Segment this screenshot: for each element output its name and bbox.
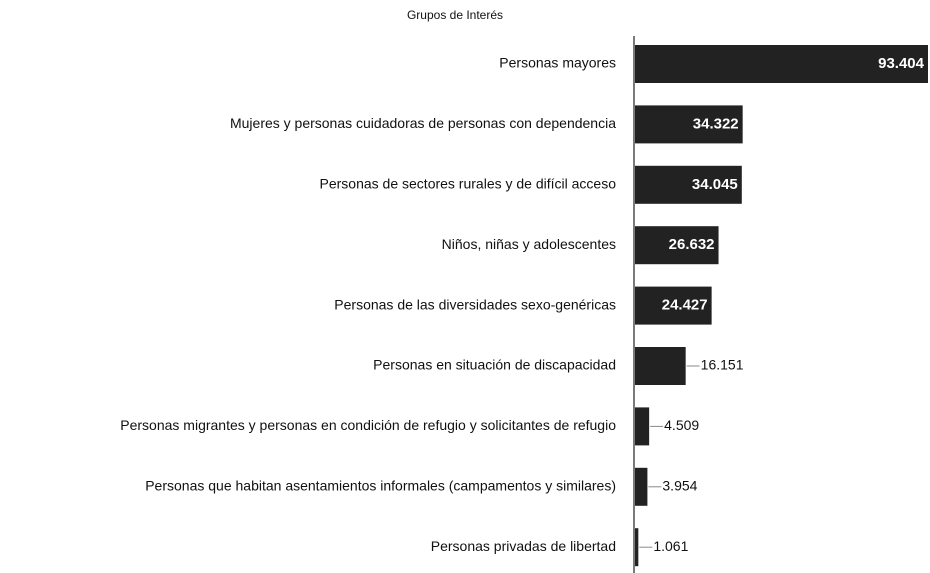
value-label: 1.061 xyxy=(653,538,688,554)
bar xyxy=(635,347,686,385)
value-label: 34.322 xyxy=(693,115,739,132)
category-label: Mujeres y personas cuidadoras de persona… xyxy=(230,115,616,131)
category-label: Personas mayores xyxy=(499,55,616,71)
value-label: 34.045 xyxy=(692,176,738,193)
bar xyxy=(635,286,712,325)
category-label: Personas de sectores rurales y de difíci… xyxy=(320,176,617,192)
bar xyxy=(635,467,648,506)
category-label: Personas de las diversidades sexo-genéri… xyxy=(334,296,616,312)
bar xyxy=(635,528,639,567)
value-label: 3.954 xyxy=(662,478,697,494)
value-label: 4.509 xyxy=(664,417,699,433)
bar xyxy=(635,226,719,265)
category-label: Personas que habitan asentamientos infor… xyxy=(145,478,616,494)
value-label: 26.632 xyxy=(669,236,715,253)
category-label: Niños, niñas y adolescentes xyxy=(442,236,616,252)
bar xyxy=(635,407,650,446)
value-label: 24.427 xyxy=(662,297,708,314)
bar xyxy=(635,45,928,83)
chart-title: Grupos de Interés xyxy=(407,8,503,22)
category-label: Personas privadas de libertad xyxy=(431,538,616,554)
bar xyxy=(635,165,742,204)
value-label: 16.151 xyxy=(701,357,744,373)
bar xyxy=(635,105,743,144)
category-label: Personas en situación de discapacidad xyxy=(373,357,616,373)
category-label: Personas migrantes y personas en condici… xyxy=(120,417,616,433)
value-label: 93.404 xyxy=(878,55,925,72)
